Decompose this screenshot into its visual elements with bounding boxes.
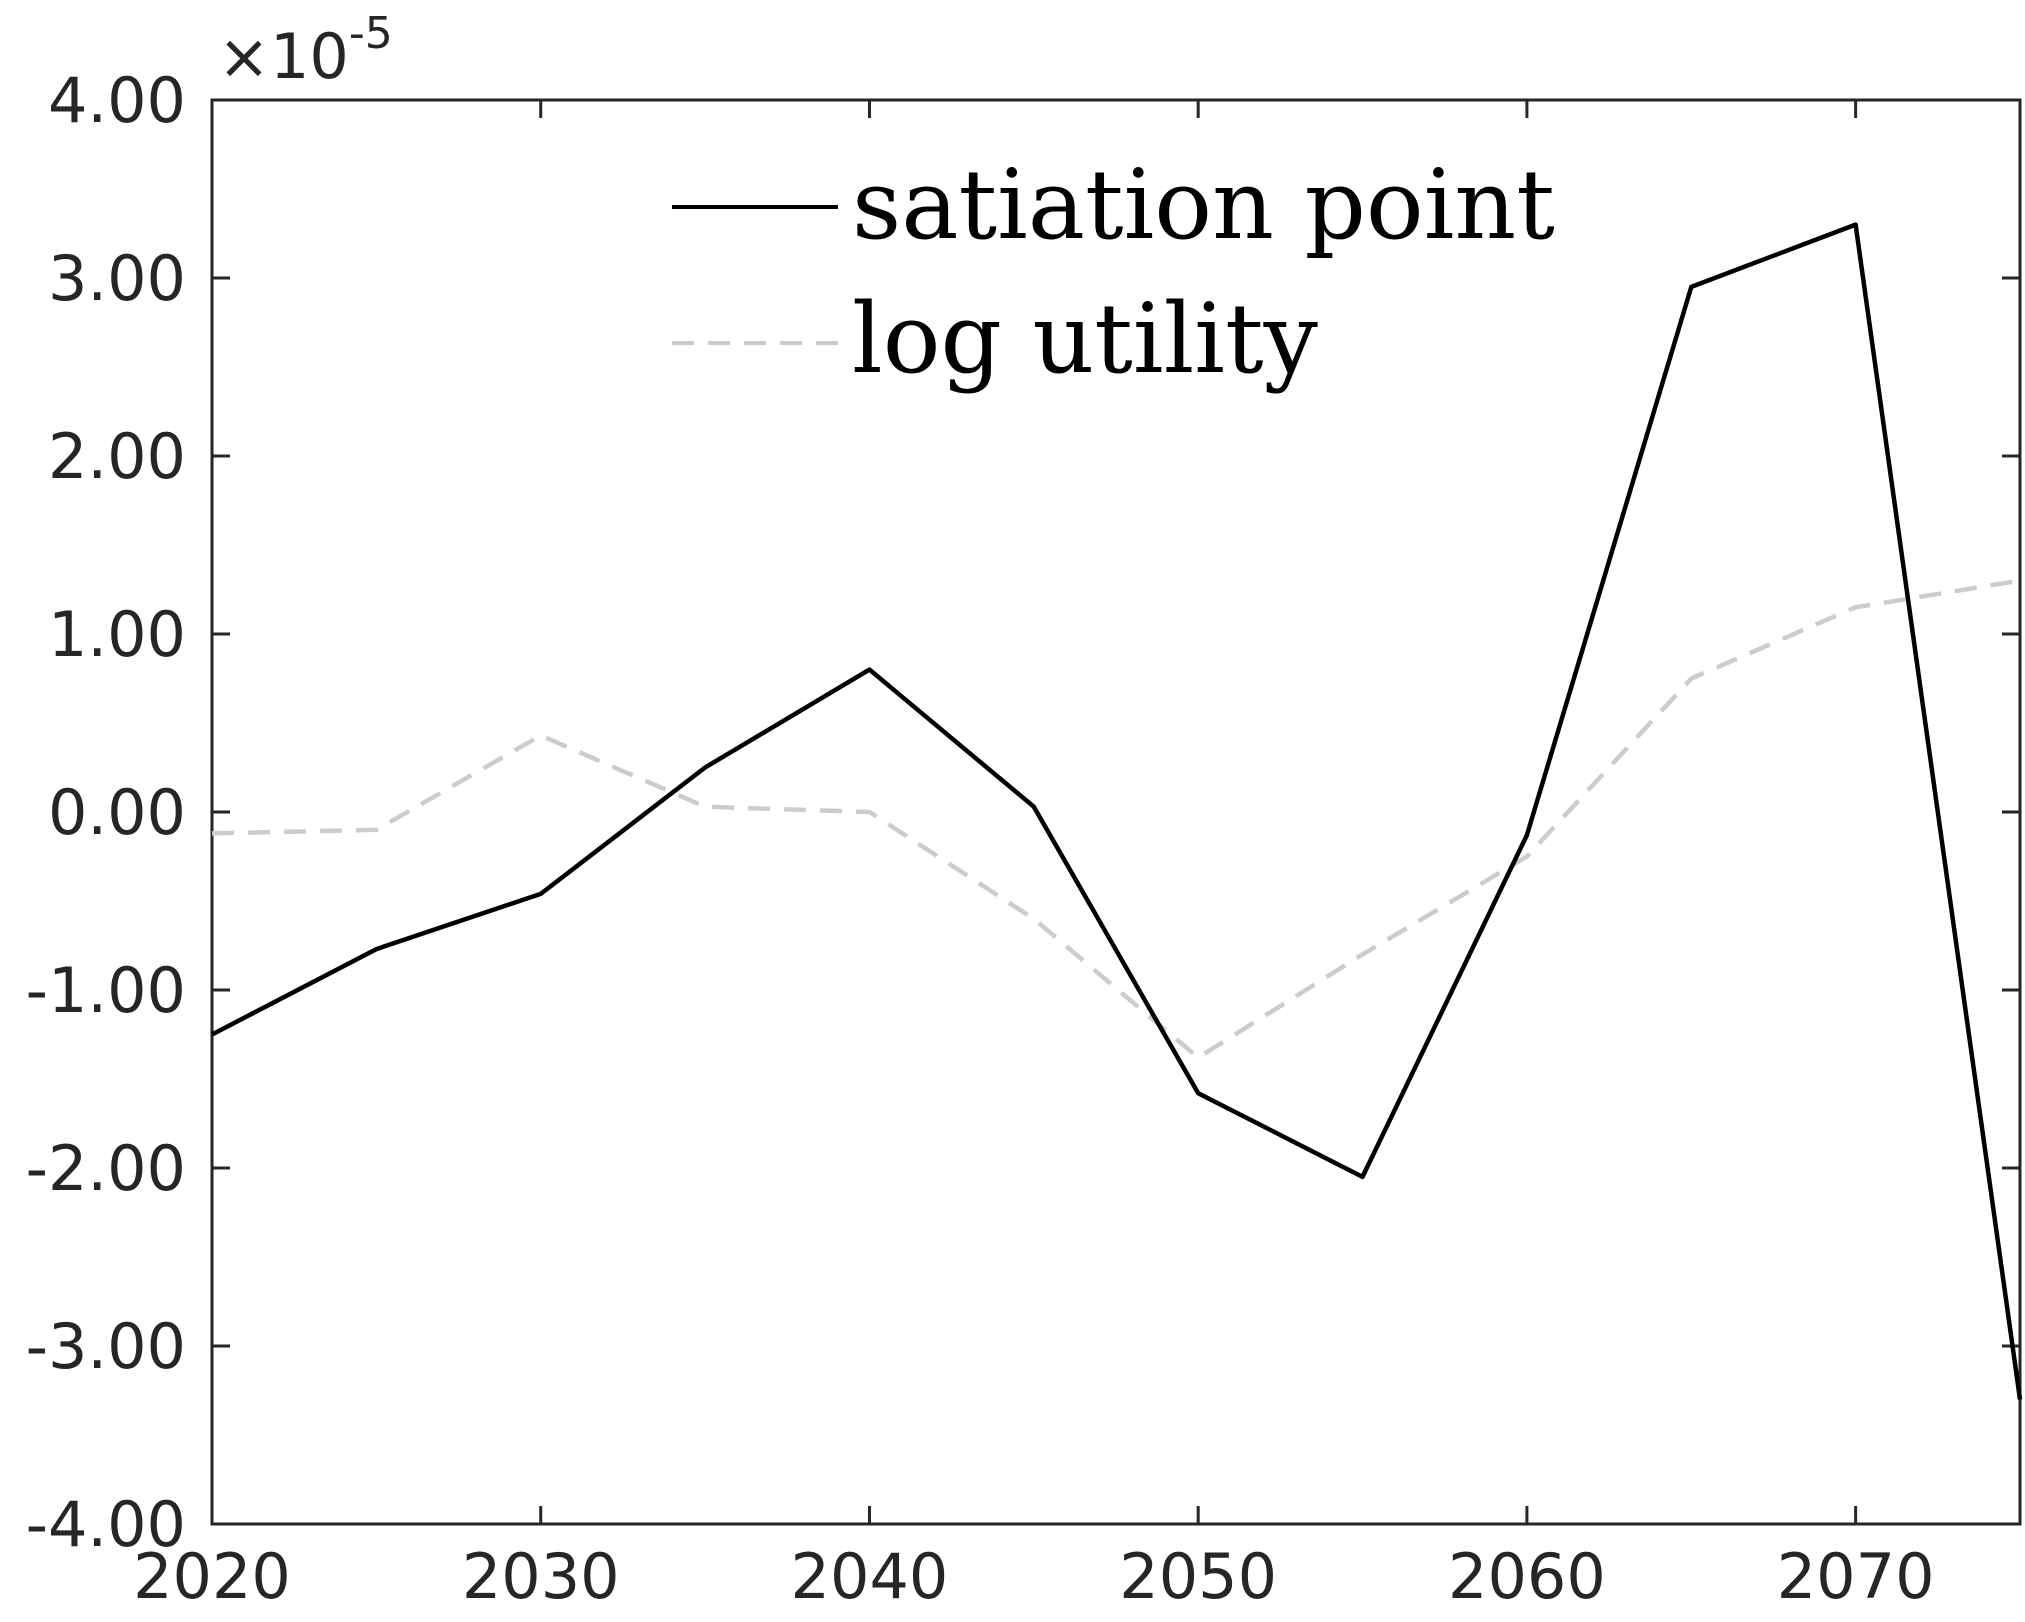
x-axis-tick-labels: 2020 2030 2040 2050 2060 2070: [133, 1540, 1934, 1613]
legend-label-satiation-point: satiation point: [852, 149, 1555, 261]
x-tick-label: 2060: [1448, 1540, 1606, 1613]
y-tick-label: 3.00: [48, 242, 186, 315]
y-tick-label: 4.00: [48, 64, 186, 137]
y-axis-multiplier-exponent: -5: [349, 8, 393, 59]
y-axis-multiplier: ×10-5: [218, 8, 393, 93]
x-axis-ticks: [210, 100, 1858, 1524]
y-tick-label: -3.00: [26, 1310, 186, 1383]
x-tick-label: 2020: [133, 1540, 291, 1613]
legend-label-log-utility: log utility: [852, 283, 1318, 395]
y-axis-multiplier-base: ×10: [218, 20, 349, 93]
y-tick-label: -2.00: [26, 1132, 186, 1205]
x-tick-label: 2050: [1119, 1540, 1277, 1613]
x-tick-label: 2070: [1777, 1540, 1935, 1613]
series-line-log-utility: [211, 578, 2021, 1060]
y-tick-label: 0.00: [48, 776, 186, 849]
series-lines: [210, 222, 2023, 1400]
series-line-satiation-point: [210, 222, 2023, 1400]
plot-area: [210, 98, 2022, 1526]
y-tick-label: 2.00: [48, 420, 186, 493]
y-tick-label: -4.00: [26, 1488, 186, 1561]
y-tick-label: -1.00: [26, 954, 186, 1027]
y-tick-label: 1.00: [48, 598, 186, 671]
x-tick-label: 2030: [462, 1540, 620, 1613]
y-axis-tick-labels: -4.00 -3.00 -2.00 -1.00 0.00 1.00 2.00 3.00 4.00: [26, 64, 186, 1561]
legend: satiation point log utility: [672, 149, 1555, 395]
x-tick-label: 2040: [791, 1540, 949, 1613]
